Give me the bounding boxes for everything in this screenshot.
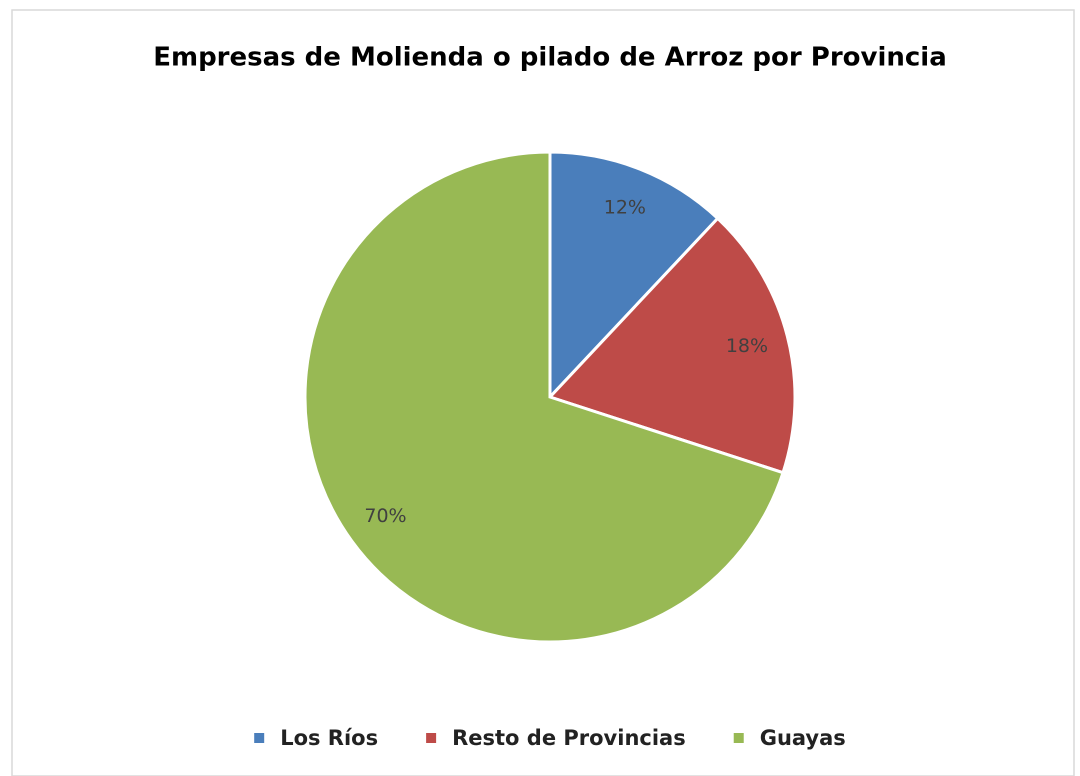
- legend-label: Resto de Provincias: [452, 726, 686, 750]
- pie-slice: [547, 216, 797, 475]
- data-label: 70%: [364, 505, 406, 527]
- legend-label: Los Ríos: [280, 726, 378, 750]
- chart-title: Empresas de Molienda o pilado de Arroz p…: [153, 43, 947, 73]
- legend: Los Ríos Resto de Provincias Guayas: [254, 726, 846, 750]
- data-label: 12%: [604, 196, 646, 218]
- pie-slice: [548, 150, 720, 401]
- legend-label: Guayas: [760, 726, 846, 750]
- legend-swatch: [733, 733, 744, 743]
- data-label: 18%: [726, 335, 768, 357]
- pie: 12% 18% 70%: [303, 150, 797, 644]
- legend-swatch: [426, 733, 437, 743]
- pie-slice: [303, 150, 785, 644]
- legend-swatch: [254, 733, 265, 743]
